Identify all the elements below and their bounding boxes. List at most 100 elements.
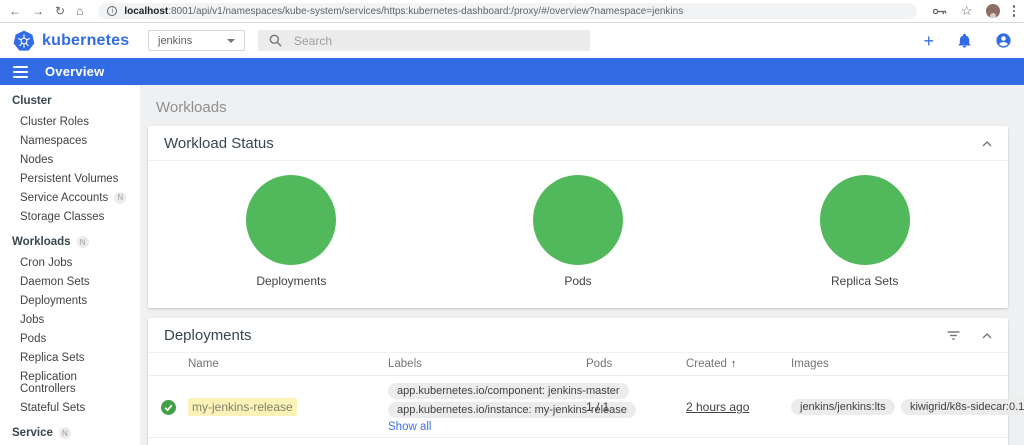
reload-icon[interactable]: ↻ <box>55 4 66 18</box>
sidebar-item-nodes[interactable]: Nodes <box>0 150 140 169</box>
chart-deployments: Deployments <box>148 175 435 288</box>
browser-profile-avatar[interactable] <box>985 4 1000 18</box>
chart-label: Deployments <box>256 274 327 288</box>
page-toolbar: Overview <box>0 58 1024 85</box>
chevron-down-icon <box>227 38 235 43</box>
item-label: Pods <box>20 332 47 345</box>
sort-ascending-icon[interactable]: ↑ <box>730 358 737 370</box>
notifications-bell-icon[interactable] <box>957 33 972 49</box>
item-label: Deployments <box>20 294 88 307</box>
main-content: Workloads Workload Status Deployments Po… <box>140 85 1024 445</box>
item-label: Stateful Sets <box>20 401 86 414</box>
url-text[interactable]: localhost:8001/api/v1/namespaces/kube-sy… <box>124 6 683 17</box>
sidebar-section-cluster[interactable]: Cluster <box>0 90 140 112</box>
search-icon <box>269 34 282 47</box>
browser-actions: ☆ <box>932 3 1015 19</box>
bookmark-star-icon[interactable]: ☆ <box>960 3 973 18</box>
sidebar-section-service[interactable]: Service N <box>0 422 140 444</box>
image-chip: kiwigrid/k8s-sidecar:0.1.144 <box>900 399 1024 415</box>
chart-pods: Pods <box>435 175 722 288</box>
collapse-card-icon[interactable] <box>982 140 992 147</box>
namespace-selector[interactable]: jenkins <box>148 30 245 51</box>
item-label: Nodes <box>20 153 54 166</box>
account-circle-icon[interactable] <box>995 32 1012 49</box>
item-label: Persistent Volumes <box>20 172 119 185</box>
sidebar-item-replication-controllers[interactable]: Replication Controllers <box>0 367 140 398</box>
item-label: Service Accounts <box>20 191 109 204</box>
sidebar-item-persistent-volumes[interactable]: Persistent Volumes <box>0 169 140 188</box>
url-path: :8001/api/v1/namespaces/kube-system/serv… <box>168 5 684 17</box>
replica-sets-health-circle[interactable] <box>819 175 910 265</box>
item-label: Namespaces <box>20 134 88 147</box>
sidebar-item-replica-sets[interactable]: Replica Sets <box>0 348 140 367</box>
sidebar-item-storage-classes[interactable]: Storage Classes <box>0 207 140 226</box>
sidebar-item-cron-jobs[interactable]: Cron Jobs <box>0 253 140 272</box>
sidebar-item-namespaces[interactable]: Namespaces <box>0 131 140 150</box>
menu-hamburger-icon[interactable] <box>13 65 28 78</box>
workload-status-title: Workload Status <box>164 135 274 152</box>
search-input[interactable] <box>294 33 579 48</box>
column-images[interactable]: Images <box>791 358 829 370</box>
sidebar-item-pods[interactable]: Pods <box>0 329 140 348</box>
back-icon[interactable]: ← <box>9 4 21 18</box>
sidebar-item-deployments[interactable]: Deployments <box>0 291 140 310</box>
deployments-health-circle[interactable] <box>246 175 337 265</box>
sidebar-section-workloads[interactable]: Workloads N <box>0 231 140 253</box>
item-label: Cluster Roles <box>20 115 90 128</box>
kubernetes-brand[interactable]: kubernetes <box>13 30 129 52</box>
kubernetes-logo-icon <box>13 30 35 51</box>
namespaced-badge: N <box>58 427 71 439</box>
browser-toolbar: ← → ↻ ⌂ i localhost:8001/api/v1/namespac… <box>0 0 1024 23</box>
item-label: Replication Controllers <box>20 370 77 395</box>
section-label: Workloads <box>12 236 71 248</box>
deployment-name-link[interactable]: my-jenkins-release <box>188 398 297 416</box>
pagination: 1 – 1 of 1 <box>148 438 1008 445</box>
column-labels[interactable]: Labels <box>388 358 422 370</box>
create-resource-icon[interactable]: + <box>923 30 934 51</box>
sidebar-item-cluster-roles[interactable]: Cluster Roles <box>0 112 140 131</box>
column-created[interactable]: Created ↑ <box>686 358 791 370</box>
workload-status-card: Workload Status Deployments Pods Replica… <box>148 126 1008 308</box>
sidebar-item-daemon-sets[interactable]: Daemon Sets <box>0 272 140 291</box>
column-pods[interactable]: Pods <box>586 358 613 370</box>
header-actions: + <box>923 23 1012 58</box>
url-host: localhost <box>124 5 169 17</box>
sidebar-item-service-accounts[interactable]: Service Accounts N <box>0 188 140 207</box>
sidebar-item-stateful-sets[interactable]: Stateful Sets <box>0 398 140 417</box>
page-toolbar-title: Overview <box>45 64 105 79</box>
item-label: Cron Jobs <box>20 256 73 269</box>
item-label: Replica Sets <box>20 351 85 364</box>
page-title: Workloads <box>156 99 227 116</box>
home-icon[interactable]: ⌂ <box>76 4 84 18</box>
show-all-link[interactable]: Show all <box>388 421 432 433</box>
image-chip: jenkins/jenkins:lts <box>791 399 895 415</box>
chart-label: Replica Sets <box>830 274 899 288</box>
label-chip: app.kubernetes.io/component: jenkins-mas… <box>388 382 629 399</box>
table-row[interactable]: my-jenkins-release app.kubernetes.io/com… <box>148 376 1024 438</box>
column-name[interactable]: Name <box>188 358 219 370</box>
workload-status-charts: Deployments Pods Replica Sets <box>148 161 1008 308</box>
filter-icon[interactable] <box>947 331 960 340</box>
search-bar[interactable] <box>258 30 590 51</box>
brand-title: kubernetes <box>42 31 130 49</box>
deployments-table-header: Name Labels Pods Created ↑ Images <box>148 353 1008 376</box>
status-ok-check-icon <box>160 399 176 415</box>
collapse-card-icon[interactable] <box>982 332 992 339</box>
sidebar-nav: Cluster Cluster Roles Namespaces Nodes P… <box>0 85 140 445</box>
created-timestamp: 2 hours ago <box>686 400 750 414</box>
namespaced-badge: N <box>76 236 89 248</box>
section-label: Service <box>12 427 53 439</box>
forward-icon[interactable]: → <box>32 4 44 18</box>
page-info-icon[interactable]: i <box>107 6 118 16</box>
dashboard-header: kubernetes jenkins + <box>0 23 1024 58</box>
section-label: Cluster <box>12 95 52 107</box>
chart-label: Pods <box>564 274 592 288</box>
pods-count: 1 / 1 <box>586 400 610 414</box>
password-key-icon[interactable] <box>932 6 948 17</box>
address-bar[interactable]: i localhost:8001/api/v1/namespaces/kube-… <box>98 3 917 19</box>
sidebar-item-jobs[interactable]: Jobs <box>0 310 140 329</box>
deployments-card: Deployments Name Labels Pods Created ↑ Im… <box>148 318 1024 445</box>
browser-menu-icon[interactable] <box>1012 5 1015 17</box>
pods-health-circle[interactable] <box>533 175 623 265</box>
column-created-label: Created <box>686 358 727 370</box>
